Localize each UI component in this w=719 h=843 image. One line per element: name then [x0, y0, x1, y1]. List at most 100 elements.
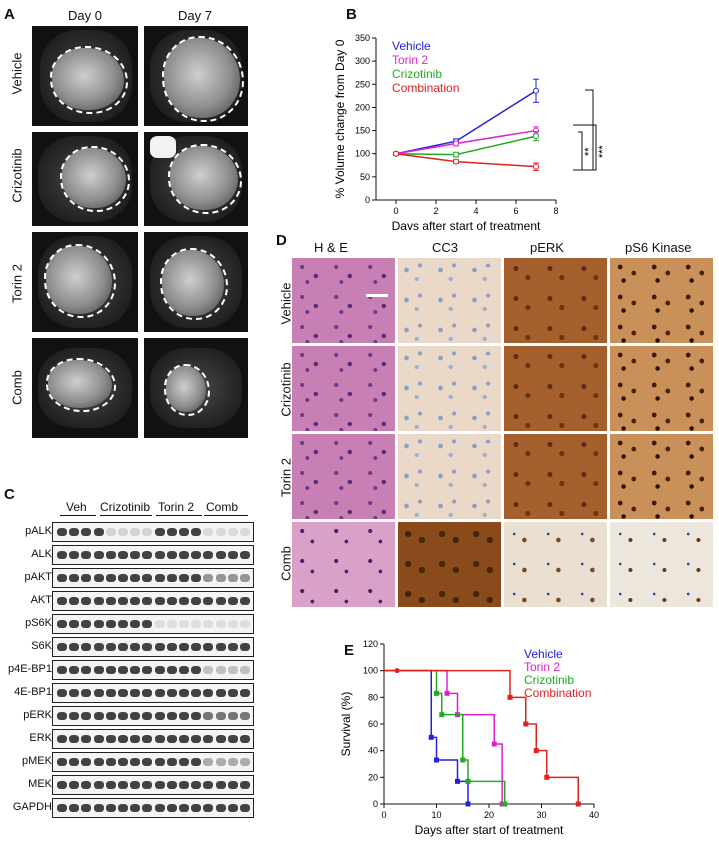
blot-band [93, 551, 104, 559]
b-point [533, 163, 539, 170]
blot-band [105, 666, 116, 674]
e-ytick-label: 20 [368, 772, 378, 782]
blot-label: ERK [29, 732, 52, 744]
legend-e-crizotinib: Crizotinib [524, 673, 574, 687]
e-censor-mark [533, 748, 539, 754]
b-ytick-label: 250 [355, 79, 370, 89]
b-xtick-label: 2 [433, 206, 438, 216]
blot-band [57, 666, 67, 674]
blot-band [118, 804, 128, 812]
blot-strip [52, 591, 254, 611]
histology-image [504, 434, 607, 519]
blot-band [215, 758, 226, 766]
b-point [533, 133, 539, 140]
blot-band [227, 597, 238, 605]
blot-band [81, 712, 92, 720]
blot-band [179, 712, 189, 720]
blot-band [191, 666, 202, 674]
blot-band [105, 574, 116, 582]
blot-band [118, 689, 128, 697]
e-censor-mark [465, 801, 471, 807]
b-ytick-label: 350 [355, 33, 370, 43]
blot-band [191, 620, 202, 628]
blot-label: S6K [31, 640, 52, 652]
blot-label: pMEK [22, 755, 52, 767]
blot-band [57, 689, 67, 697]
blot-band [215, 804, 226, 812]
blot-band [118, 574, 128, 582]
blot-strip [52, 568, 254, 588]
b-ytick-label: 50 [360, 172, 370, 182]
blot-band [203, 666, 214, 674]
blot-band [81, 643, 92, 651]
histology-image [610, 346, 713, 431]
blot-band [69, 666, 80, 674]
blot-band [240, 758, 250, 766]
blot-band [118, 781, 128, 789]
blot-band [142, 666, 153, 674]
blot-band [166, 735, 177, 743]
blot-band [105, 758, 116, 766]
blot-band [166, 574, 177, 582]
blot-band [240, 551, 250, 559]
blot-band [215, 643, 226, 651]
blot-band [227, 735, 238, 743]
b-series-line [395, 152, 537, 168]
blot-strip [52, 683, 254, 703]
panel-c-letter: C [4, 486, 15, 503]
blot-strip [52, 706, 254, 726]
e-censor-mark [499, 801, 505, 807]
blot-band [69, 574, 80, 582]
e-censor-mark [491, 741, 497, 747]
blot-band [166, 643, 177, 651]
blot-band [154, 689, 165, 697]
blot-strip [52, 614, 254, 634]
blot-band [57, 643, 67, 651]
panel-a-row-torin2: Torin 2 [9, 263, 25, 304]
blot-band [93, 735, 104, 743]
blot-band [240, 735, 250, 743]
e-censor-mark [507, 694, 513, 700]
blot-band [81, 551, 92, 559]
chart-b: 0 50 100 150 200 250 300 350 0 2 4 6 8 Days after sta… [333, 33, 609, 230]
blot-band [215, 551, 226, 559]
e-ytick-label: 40 [368, 746, 378, 756]
e-point [394, 668, 400, 674]
blot-band [203, 551, 214, 559]
histology-image [398, 346, 501, 431]
blot-band [142, 643, 153, 651]
blot-band [154, 597, 165, 605]
blot-band [81, 528, 92, 536]
e-censor-mark [502, 801, 508, 807]
blot-band [179, 643, 189, 651]
blot-band [215, 781, 226, 789]
blot-band [203, 574, 214, 582]
legend-b: Vehicle Torin 2 Crizotinib Combination [392, 39, 459, 95]
blot-band [166, 758, 177, 766]
b-point [533, 87, 539, 94]
histology-image [398, 522, 501, 607]
blot-band [227, 574, 238, 582]
blot-band [166, 528, 177, 536]
blot-band [154, 758, 165, 766]
blot-band [81, 804, 92, 812]
b-series-line [395, 135, 537, 156]
blot-band [118, 551, 128, 559]
blot-band [93, 758, 104, 766]
blot-band [93, 620, 104, 628]
blot-band [105, 804, 116, 812]
blot-band [118, 528, 128, 536]
panel-d-col-perk: pERK [530, 240, 564, 255]
blot-band [179, 574, 189, 582]
blot-band [179, 735, 189, 743]
e-xtick-label: 20 [484, 810, 494, 820]
chart-e: 0 20 40 60 80 100 120 0 10 20 30 40 Days after start… [339, 640, 599, 837]
legend-e-torin2: Torin 2 [524, 660, 560, 674]
blot-band [191, 574, 202, 582]
blot-band [81, 735, 92, 743]
blot-band [69, 597, 80, 605]
panel-a-row-comb: Comb [9, 370, 25, 405]
blot-band [57, 758, 67, 766]
blot-band [203, 758, 214, 766]
b-xtick-label: 6 [513, 206, 518, 216]
